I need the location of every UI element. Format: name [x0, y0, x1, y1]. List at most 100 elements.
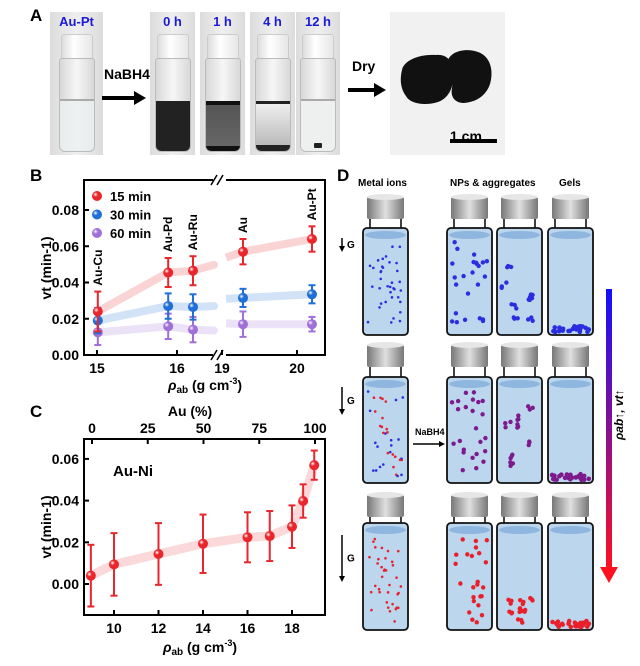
metal-ion — [380, 265, 384, 268]
y-tick-label: 0.06 — [52, 451, 79, 467]
nanoparticle — [475, 282, 481, 287]
aggregate-particle — [522, 607, 528, 613]
composition-label: Au — [236, 217, 250, 233]
metal-ion — [385, 427, 389, 431]
metal-ion — [378, 590, 381, 594]
vial-cap — [367, 495, 404, 517]
nanoparticle — [473, 426, 479, 431]
metal-ion — [381, 397, 384, 401]
nanoparticle — [449, 400, 455, 405]
nanoparticle — [460, 537, 465, 542]
dried-gel-pieces — [400, 50, 492, 104]
metal-ion — [395, 576, 398, 579]
vial-cap-top — [451, 492, 488, 498]
metal-ion — [384, 300, 387, 304]
data-point — [85, 570, 96, 581]
photo-start-vial: Au-Pt — [50, 12, 103, 155]
liquid-surface — [499, 526, 540, 534]
aggregate-particle — [521, 599, 526, 605]
vial-cap-top — [451, 194, 488, 200]
aggregate-particle — [515, 417, 520, 423]
nanoparticle — [473, 545, 479, 550]
vial-cap — [552, 495, 589, 517]
panel-c-label: C — [30, 402, 43, 421]
metal-ion — [374, 545, 377, 549]
metal-ion — [369, 590, 373, 594]
vial-neck — [554, 517, 587, 523]
nanoparticle — [455, 246, 460, 251]
metal-ion — [376, 445, 379, 448]
data-point — [153, 548, 164, 559]
metal-ion — [400, 473, 403, 477]
metal-ion — [394, 607, 398, 611]
y-tick-label: 0.02 — [52, 534, 79, 550]
nanoparticle — [474, 466, 479, 471]
aggregate-particle — [525, 317, 531, 322]
vial-body — [496, 227, 543, 336]
metal-ion — [386, 606, 390, 609]
reagent-label: NaBH4 — [104, 66, 150, 82]
gel-particle — [554, 477, 559, 482]
metal-ion — [388, 450, 392, 454]
gel-piece — [314, 143, 322, 148]
time-label-1h: 1 h — [213, 14, 232, 29]
vial-glass — [254, 58, 291, 152]
header-metal-ions: Metal ions — [358, 178, 407, 189]
vial-cap — [501, 495, 538, 517]
x-tick-label: 19 — [214, 360, 230, 376]
composition-label: Au-Ru — [186, 214, 200, 250]
top-x-tick-label: 100 — [303, 420, 327, 436]
nanoparticle — [465, 291, 471, 296]
aggregate-particle — [503, 425, 508, 430]
legend-marker — [92, 228, 102, 238]
aggregate-particle — [517, 606, 523, 611]
start-label: Au-Pt — [59, 14, 94, 29]
vial-body — [547, 522, 594, 631]
nanoparticle — [463, 390, 469, 396]
photo-4h: 4 h — [250, 12, 295, 155]
vial-glass — [300, 58, 336, 152]
photo-dried-gel: 1 cm — [390, 12, 505, 155]
nanoparticle — [458, 581, 463, 586]
vial-neck — [453, 367, 486, 377]
nanoparticle — [474, 451, 479, 457]
metal-ion — [376, 562, 379, 565]
x-axis-label: ρab (g cm-3) — [167, 376, 242, 396]
time-label-12h: 12 h — [304, 14, 331, 29]
time-label-4h: 4 h — [263, 14, 282, 29]
vial-body — [496, 376, 543, 484]
panel-a-label: A — [30, 6, 43, 25]
metal-ion — [380, 546, 384, 550]
vial-cap-top — [552, 492, 589, 498]
nanoparticle — [470, 270, 475, 275]
gel-particle — [564, 472, 570, 477]
y-tick-label: 0.08 — [52, 202, 79, 218]
metal-ion — [398, 458, 402, 462]
data-point — [92, 306, 103, 317]
top-x-tick-label: 25 — [140, 420, 156, 436]
metal-ion — [392, 317, 395, 320]
aggregate-particle — [529, 597, 534, 602]
metal-ion — [372, 540, 375, 543]
vial-cap — [367, 197, 404, 219]
liquid-surface — [499, 380, 540, 388]
vial-body — [547, 227, 594, 336]
liquid-surface — [550, 231, 591, 239]
legend-label: 15 min — [110, 189, 151, 204]
metal-ion — [396, 549, 400, 553]
liquid-surface — [449, 380, 490, 388]
nanoparticle — [471, 252, 477, 257]
gel-particle — [550, 619, 555, 625]
nanoparticle — [471, 595, 476, 600]
top-x-tick-label: 0 — [88, 420, 96, 436]
metal-ion — [378, 424, 382, 428]
vial-body — [446, 522, 493, 631]
metal-ion — [373, 410, 377, 413]
aggregate-particle — [508, 264, 514, 270]
aggregate-particle — [508, 419, 513, 425]
metal-ion — [366, 320, 370, 324]
x-tick-label: 10 — [106, 620, 122, 636]
metal-ion — [399, 300, 402, 304]
nanoparticle — [465, 552, 470, 557]
vial-cap-top — [501, 492, 538, 498]
